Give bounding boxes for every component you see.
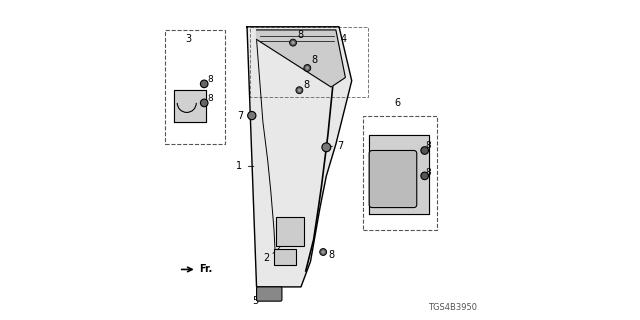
FancyBboxPatch shape bbox=[369, 150, 417, 208]
Circle shape bbox=[291, 41, 295, 44]
Circle shape bbox=[200, 80, 208, 88]
Circle shape bbox=[322, 143, 331, 152]
FancyBboxPatch shape bbox=[274, 249, 296, 265]
Text: 8: 8 bbox=[207, 75, 213, 84]
Circle shape bbox=[248, 111, 256, 120]
Text: 5: 5 bbox=[252, 296, 258, 306]
Text: Fr.: Fr. bbox=[182, 264, 212, 275]
Circle shape bbox=[421, 147, 429, 154]
Text: 8: 8 bbox=[207, 94, 213, 103]
Text: TGS4B3950: TGS4B3950 bbox=[428, 303, 477, 312]
Text: 3: 3 bbox=[186, 35, 191, 44]
Text: 8: 8 bbox=[311, 55, 317, 65]
Text: 8: 8 bbox=[303, 80, 310, 91]
Text: 1: 1 bbox=[236, 161, 243, 171]
Polygon shape bbox=[257, 30, 346, 87]
Circle shape bbox=[320, 249, 326, 255]
Text: 8: 8 bbox=[426, 141, 431, 150]
FancyBboxPatch shape bbox=[257, 287, 282, 301]
Text: 7: 7 bbox=[237, 111, 243, 121]
Text: 8: 8 bbox=[297, 30, 303, 40]
Circle shape bbox=[296, 87, 303, 94]
Text: 6: 6 bbox=[395, 98, 401, 108]
Circle shape bbox=[421, 172, 429, 180]
Polygon shape bbox=[174, 90, 206, 122]
Text: 8: 8 bbox=[328, 250, 334, 260]
Circle shape bbox=[298, 88, 301, 92]
Circle shape bbox=[321, 250, 325, 254]
Circle shape bbox=[305, 66, 309, 70]
Circle shape bbox=[304, 65, 311, 71]
Text: 8: 8 bbox=[426, 168, 431, 177]
Circle shape bbox=[200, 99, 208, 107]
Text: 2: 2 bbox=[263, 253, 269, 263]
Polygon shape bbox=[369, 135, 429, 214]
Text: 7: 7 bbox=[337, 141, 344, 151]
Circle shape bbox=[289, 39, 296, 46]
FancyBboxPatch shape bbox=[276, 217, 304, 246]
Text: 4: 4 bbox=[340, 35, 347, 44]
Polygon shape bbox=[247, 27, 352, 287]
